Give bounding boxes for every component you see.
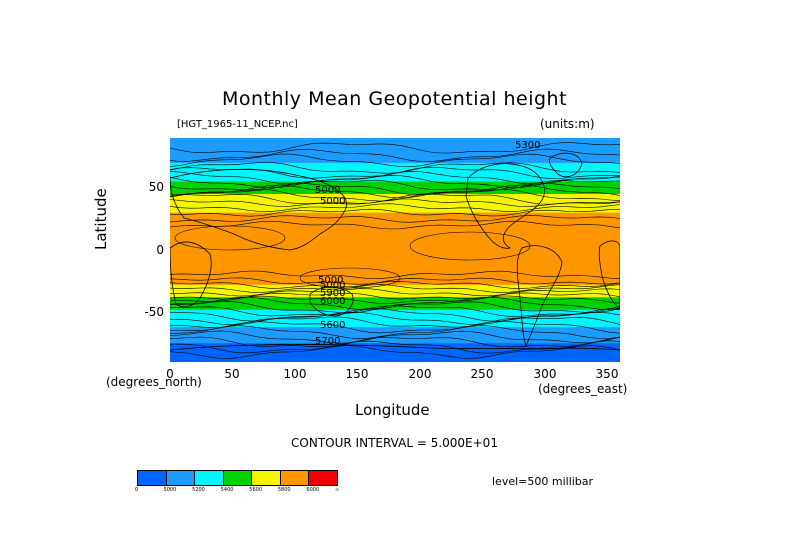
contour-line	[170, 288, 620, 297]
contour-label: 5300	[515, 140, 540, 151]
height-band	[170, 343, 620, 362]
colorbar-swatch	[165, 470, 196, 486]
contour-label: 5600	[320, 320, 345, 331]
y-tick-label: 0	[156, 243, 164, 257]
colorbar-swatch	[194, 470, 224, 486]
x-axis-title: Longitude	[355, 401, 430, 419]
colorbar-label: ∞	[335, 487, 340, 493]
contour-label: 5000	[318, 275, 343, 286]
coastline-africa	[170, 241, 212, 308]
contour-line	[170, 308, 620, 322]
contour-line	[170, 142, 620, 154]
units-label: (units:m)	[540, 117, 595, 131]
contour-label: 6000	[320, 296, 345, 307]
contour-line	[170, 215, 620, 223]
contour-line	[170, 345, 620, 359]
x-tick-label: 300	[533, 367, 557, 381]
contour-line	[170, 184, 620, 199]
height-band	[170, 297, 620, 311]
file-label: [HGT_1965-11_NCEP.nc]	[177, 119, 298, 130]
x-tick-label: 100	[283, 367, 307, 381]
contour-line	[170, 311, 620, 326]
coastline-greenland	[549, 152, 583, 178]
contour-label: 5000	[315, 185, 340, 196]
coastline-antarctica	[170, 344, 620, 351]
contour-line	[170, 277, 620, 285]
contour-line	[170, 203, 620, 212]
colorbar-label: 5200	[192, 487, 205, 493]
contour-line	[170, 305, 620, 317]
coastline-eurasia	[170, 169, 347, 251]
x-tick-label: 250	[470, 367, 494, 381]
contour-line	[170, 208, 620, 217]
colorbar-swatch	[222, 470, 253, 486]
contour-line	[174, 225, 286, 251]
colorbar-swatch	[308, 470, 338, 486]
contour-line	[170, 153, 620, 168]
colorbar-swatch	[251, 470, 281, 486]
level-label: level=500 millibar	[492, 475, 594, 488]
colorbar-legend: 0 5000 5200 5400 5600 5800 6000 ∞	[135, 470, 339, 493]
colorbar-label: 5000	[163, 487, 177, 493]
contour-line	[170, 330, 620, 344]
contour-line	[299, 267, 401, 289]
contour-line	[170, 162, 620, 174]
x-tick-label: 350	[595, 367, 619, 381]
coastline-africa-east	[598, 240, 620, 309]
x-tick-label: 0	[166, 367, 174, 381]
contour-line	[170, 336, 620, 348]
height-band	[170, 162, 620, 183]
x-axis-note: (degrees_east)	[538, 382, 628, 396]
colorbar-swatch	[279, 470, 310, 486]
coastline-north-america	[465, 163, 545, 249]
coastline-australia	[309, 286, 354, 317]
colorbar-label: 5600	[249, 487, 263, 493]
colorbar-label: 5400	[220, 487, 234, 493]
coastline-south-america	[516, 245, 563, 348]
contour-label: 5900	[320, 288, 345, 299]
height-band	[170, 212, 620, 276]
geopotential-map: 5300 5000 5000 5000 5000 5900 6000 5600 5700	[170, 138, 620, 362]
contour-label: 5000	[320, 280, 345, 291]
contour-line	[170, 301, 620, 314]
chart-title: Monthly Mean Geopotential height	[221, 88, 568, 110]
colorbar-label: 6000	[306, 487, 320, 493]
height-band	[170, 194, 620, 214]
contour-line	[170, 320, 620, 334]
contour-interval-label: CONTOUR INTERVAL = 5.000E+01	[291, 436, 498, 450]
contour-line	[170, 340, 620, 354]
y-axis-title: Latitude	[92, 188, 110, 250]
contour-line	[170, 182, 620, 196]
height-band	[170, 327, 620, 344]
colorbar-label: 5800	[277, 487, 291, 493]
y-tick-label: -50	[144, 305, 164, 319]
height-band	[170, 138, 620, 164]
contour-line	[170, 296, 620, 311]
contour-line	[170, 220, 620, 230]
contour-line	[170, 198, 620, 207]
y-axis-note: (degrees_north)	[106, 375, 202, 389]
contour-line	[170, 284, 620, 293]
colorbar-swatch	[137, 470, 167, 486]
x-tick-label: 150	[345, 367, 369, 381]
contour-line	[170, 188, 620, 202]
y-tick-label: 50	[148, 180, 164, 194]
contour-label: 5700	[315, 336, 340, 347]
contour-line	[170, 280, 620, 289]
x-tick-label: 50	[224, 367, 240, 381]
contour-line	[170, 270, 620, 280]
contour-label: 5000	[320, 196, 345, 207]
contour-line	[170, 193, 620, 205]
contour-line	[170, 325, 620, 339]
colorbar-label: 0	[135, 487, 139, 493]
x-tick-label: 200	[408, 367, 432, 381]
contour-line	[170, 148, 620, 162]
